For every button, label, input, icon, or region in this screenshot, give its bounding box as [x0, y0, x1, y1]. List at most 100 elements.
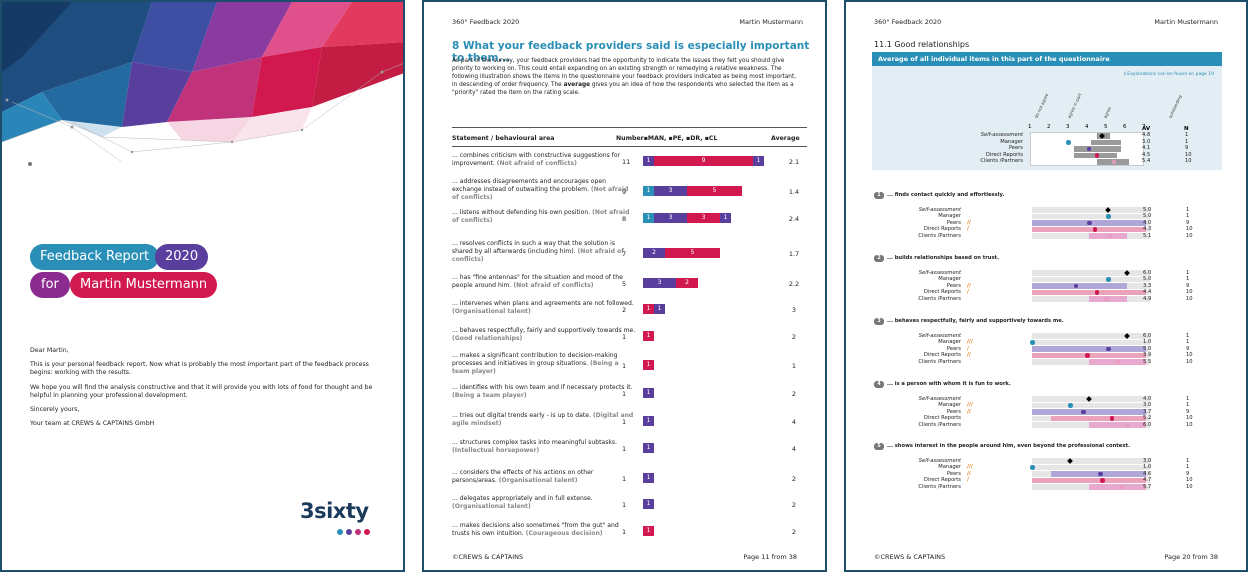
divergence-mark: /// — [967, 464, 973, 471]
bar-segment: 1 — [720, 213, 731, 223]
divergence-mark: / — [967, 477, 969, 484]
rater-label: Direct Reports — [923, 226, 961, 233]
item-title: 4... is a person with whom it is fun to … — [874, 381, 1011, 388]
bar-segment: 1 — [643, 304, 654, 314]
bar-segment: 1 — [643, 213, 654, 223]
scale-label: do not agree — [1033, 92, 1050, 119]
col-statement: Statement / behavioural area — [452, 135, 555, 142]
scale-label: agree — [1102, 105, 1113, 119]
table-row: ... considers the effects of his actions… — [452, 469, 812, 495]
rating-range — [1089, 484, 1146, 490]
cover-letter: Dear Martin, This is your personal feedb… — [30, 347, 382, 434]
bar-segment: 1 — [643, 186, 654, 196]
rating-n: 10 — [1186, 483, 1193, 490]
rating-track — [1032, 207, 1150, 213]
rater-label: Peers — [946, 219, 961, 226]
badge-feedback-report: Feedback Report — [30, 244, 160, 270]
priority-bar: 1 — [643, 443, 654, 453]
rater-label: Direct Reports — [923, 352, 961, 359]
tick-label: 3 — [1066, 124, 1070, 130]
rater-label: Manager — [938, 339, 961, 346]
letter-paragraph: This is your personal feedback report. N… — [30, 361, 369, 377]
divergence-mark: // — [967, 282, 971, 289]
rating-track — [1032, 270, 1150, 276]
statement-text: ... makes a significant contribution to … — [452, 352, 619, 375]
rating-n: 1 — [1186, 402, 1190, 409]
rating-av: 3.7 — [1143, 408, 1152, 415]
rating-n: 1 — [1186, 332, 1190, 339]
priority-bar: 1 — [643, 388, 654, 398]
rating-av: 5.7 — [1143, 483, 1152, 490]
bar-segment: 2 — [676, 278, 698, 288]
rating-av: 1.0 — [1143, 464, 1152, 471]
rating-av: 5.0 — [1143, 276, 1152, 283]
item-title: 3... behaves respectfully, fairly and su… — [874, 318, 1064, 325]
statement-text: ... behaves respectfully, fairly and sup… — [452, 327, 636, 342]
summary-av: 5.4 — [1142, 158, 1151, 164]
table-row: ... structures complex tasks into meanin… — [452, 439, 812, 465]
rating-n: 10 — [1186, 226, 1193, 233]
rating-n: 10 — [1186, 352, 1193, 359]
letter-paragraph: We hope you will find the analysis const… — [30, 383, 373, 399]
item-number: 5 — [874, 443, 884, 450]
rating-marker — [1081, 409, 1086, 415]
rating-av: 6.0 — [1143, 421, 1152, 428]
divergence-mark: // — [967, 352, 971, 359]
number-value: 1 — [622, 362, 627, 370]
rater-label: Manager — [938, 402, 961, 409]
rater-label: Clients /Partners — [918, 295, 961, 302]
bar-segment: 1 — [753, 156, 764, 166]
rating-marker — [1087, 220, 1092, 226]
page-11: 360° Feedback 2020 Martin Mustermann 8 W… — [422, 0, 827, 572]
table-header: Statement / behavioural area Number▪MAN,… — [452, 127, 807, 147]
rating-av: 3.0 — [1143, 402, 1152, 409]
number-value: 1 — [622, 475, 627, 483]
rating-marker — [1106, 277, 1111, 282]
divergence-mark: /// — [967, 402, 973, 409]
rating-n: 10 — [1186, 289, 1193, 296]
rating-n: 9 — [1186, 470, 1190, 477]
item-number: 4 — [874, 381, 884, 388]
number-value: 1 — [622, 333, 627, 341]
statement-text: ... has "fine antennas" for the situatio… — [452, 274, 623, 289]
divergence-mark: // — [967, 470, 971, 477]
tick-label: 1 — [1028, 124, 1032, 130]
rating-n: 1 — [1186, 269, 1190, 276]
bar-segment: 3 — [643, 278, 676, 288]
footer-left: ©CREWS & CAPTAINS — [452, 553, 524, 561]
rating-track — [1032, 458, 1150, 464]
rater-label: Self-assessment — [918, 395, 961, 402]
rating-av: 5.0 — [1143, 345, 1152, 352]
summary-av: 3.0 — [1142, 138, 1151, 145]
rating-track — [1032, 213, 1150, 220]
bar-segment: 1 — [643, 360, 654, 370]
tick-label: 2 — [1047, 124, 1051, 130]
table-row: ... tries out digital trends early - is … — [452, 412, 812, 438]
rater-label: Self-assessment — [918, 269, 961, 276]
bar-segment: 1 — [643, 156, 654, 166]
summary-label: Peers — [1008, 145, 1023, 151]
rating-n: 10 — [1186, 415, 1193, 422]
statement-text: ... considers the effects of his actions… — [452, 469, 594, 484]
rating-track — [1032, 339, 1150, 346]
intro-paragraph: As part of the survey, your feedback pro… — [452, 58, 797, 96]
number-value: 1 — [622, 528, 627, 536]
statement-text: ... combines criticism with constructive… — [452, 152, 621, 167]
summary-label: Self-assessment — [980, 132, 1023, 138]
rater-label: Peers — [946, 282, 961, 289]
summary-label: Manager — [1000, 138, 1023, 145]
number-value: 7 — [622, 250, 627, 258]
rating-av: 6.0 — [1143, 332, 1152, 339]
rating-n: 10 — [1186, 421, 1193, 428]
rating-marker — [1104, 296, 1109, 302]
rating-marker — [1115, 359, 1120, 365]
rating-av: 4.7 — [1143, 477, 1152, 484]
rating-n: 10 — [1186, 232, 1193, 239]
rating-n: 1 — [1186, 339, 1190, 346]
summary-marker — [1066, 140, 1071, 145]
greeting: Dear Martin, — [30, 347, 69, 354]
rating-av: 3.9 — [1143, 352, 1152, 359]
header-left: 360° Feedback 2020 — [452, 18, 520, 26]
badge-year: 2020 — [155, 244, 209, 270]
